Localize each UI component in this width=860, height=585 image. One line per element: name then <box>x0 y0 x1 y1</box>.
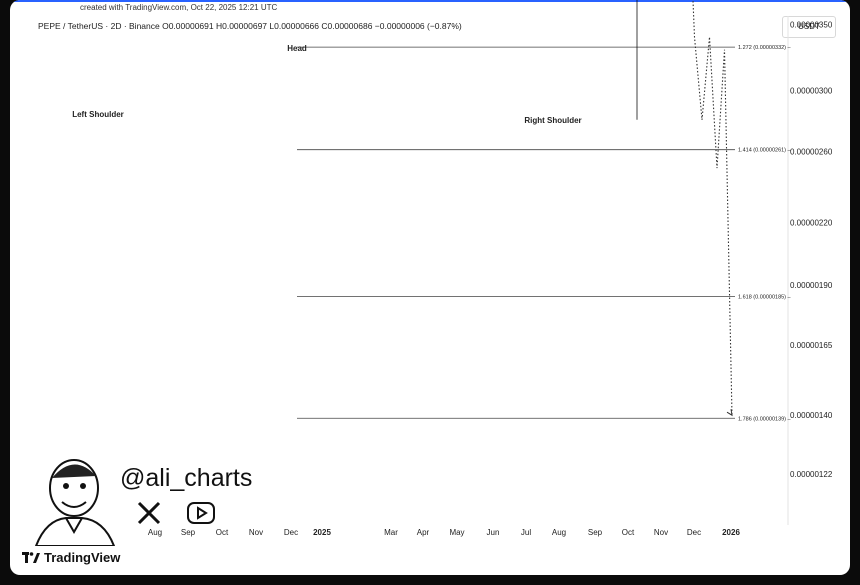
projection-path <box>692 0 733 416</box>
x-tick-label: Nov <box>654 528 668 537</box>
x-tick-label: 2026 <box>722 528 740 537</box>
tradingview-logo[interactable]: TradingView <box>22 550 120 565</box>
x-tick-label: Dec <box>687 528 701 537</box>
y-tick-label: 0.00000260 <box>790 147 833 156</box>
pattern-annotation: Right Shoulder <box>524 116 581 125</box>
accent-strip <box>10 0 850 2</box>
projection-arrow <box>726 409 733 417</box>
x-tick-label: Nov <box>249 528 263 537</box>
x-tick-label: Jun <box>487 528 500 537</box>
y-tick-label: 0.00000122 <box>790 470 833 479</box>
x-tick-label: Apr <box>417 528 430 537</box>
created-text: created with TradingView.com, Oct 22, 20… <box>80 3 278 12</box>
author-handle: @ali_charts <box>120 464 253 492</box>
currency-button[interactable]: USDT <box>782 16 836 38</box>
x-tick-label: Oct <box>216 528 229 537</box>
x-tick-label: Jul <box>521 528 531 537</box>
y-tick-label: 0.00000140 <box>790 411 833 420</box>
y-tick-label: 0.00000165 <box>790 341 833 350</box>
y-tick-label: 0.00000300 <box>790 86 833 95</box>
pattern-annotation: Head <box>287 44 307 53</box>
fib-level-label: 1.786 (0.00000139) – <box>738 416 792 422</box>
tradingview-logo-icon <box>22 551 40 563</box>
tradingview-logo-text: TradingView <box>44 550 121 565</box>
x-tick-label: Aug <box>148 528 162 537</box>
x-tick-label: Mar <box>384 528 398 537</box>
chart-panel: created with TradingView.com, Oct 22, 20… <box>10 0 850 575</box>
y-tick-label: 0.00000350 <box>790 21 833 30</box>
y-tick-label: 0.00000220 <box>790 219 833 228</box>
x-tick-label: May <box>449 528 464 537</box>
x-tick-label: 2025 <box>313 528 331 537</box>
youtube-icon[interactable] <box>186 498 216 528</box>
pattern-annotation: Left Shoulder <box>72 110 124 119</box>
price-chart[interactable]: 0.000030000.000026000.000022000.00001900… <box>10 0 850 575</box>
x-tick-label: Dec <box>284 528 298 537</box>
symbol-line: PEPE / TetherUS · 2D · Binance O0.000006… <box>38 21 462 31</box>
x-icon[interactable] <box>134 498 164 528</box>
fib-level-label: 1.272 (0.00000332) – <box>738 45 792 51</box>
y-tick-label: 0.00000190 <box>790 281 833 290</box>
fib-level-label: 1.618 (0.00000185) – <box>738 294 792 300</box>
fib-level-label: 1.414 (0.00000261) – <box>738 148 792 154</box>
x-tick-label: Sep <box>588 528 603 537</box>
x-tick-label: Sep <box>181 528 196 537</box>
x-tick-label: Oct <box>622 528 635 537</box>
avatar-illustration <box>34 459 116 546</box>
x-tick-label: Aug <box>552 528 566 537</box>
